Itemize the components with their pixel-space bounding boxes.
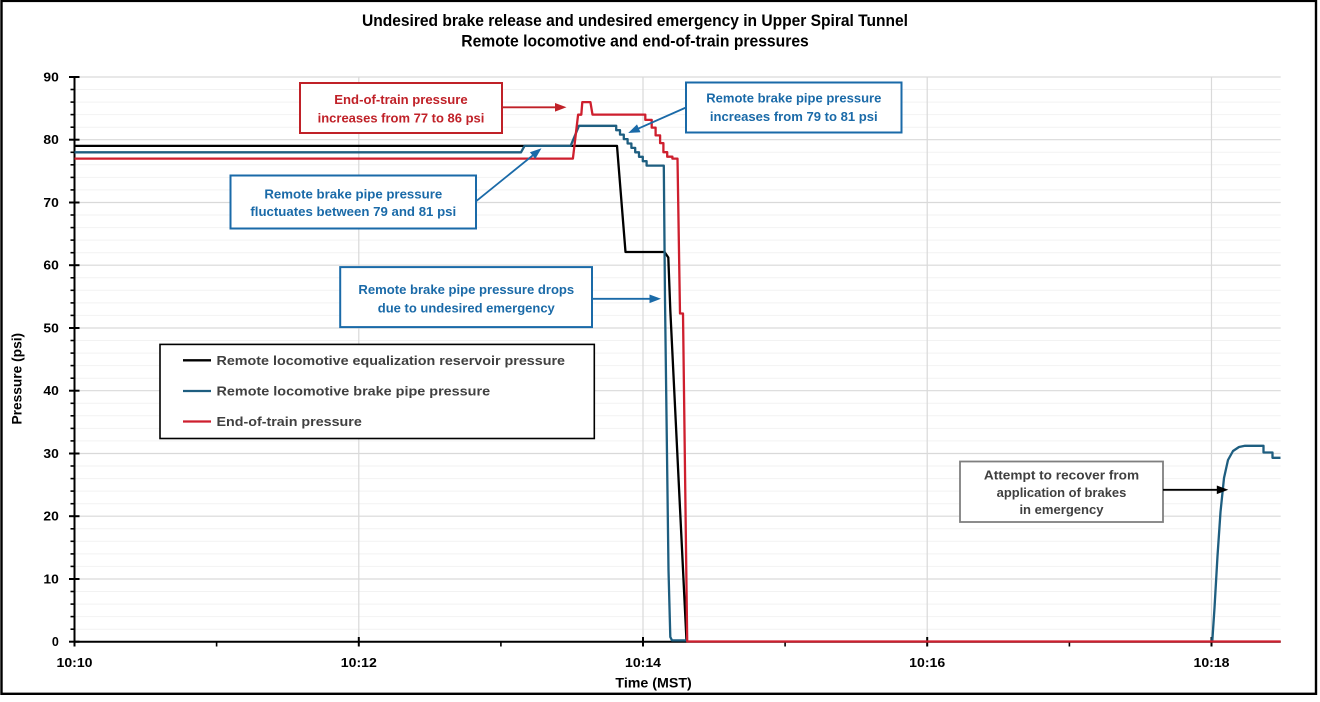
svg-text:20: 20 (43, 510, 58, 524)
svg-text:50: 50 (43, 321, 58, 335)
svg-text:30: 30 (43, 447, 58, 461)
svg-text:due to undesired emergency: due to undesired emergency (378, 301, 556, 316)
svg-text:fluctuates between 79 and 81 p: fluctuates between 79 and 81 psi (250, 204, 456, 219)
svg-text:Attempt to recover from: Attempt to recover from (984, 468, 1139, 483)
svg-text:10:18: 10:18 (1194, 656, 1230, 670)
svg-text:Remote brake pipe pressure: Remote brake pipe pressure (706, 91, 881, 106)
svg-text:End-of-train pressure: End-of-train pressure (217, 414, 362, 429)
svg-text:40: 40 (43, 384, 58, 398)
svg-text:10: 10 (43, 572, 58, 586)
svg-text:Remote locomotive equalization: Remote locomotive equalization reservoir… (217, 353, 566, 368)
svg-text:End-of-train pressure: End-of-train pressure (334, 92, 467, 107)
svg-text:application of brakes: application of brakes (997, 485, 1127, 500)
svg-text:in emergency: in emergency (1019, 502, 1104, 517)
svg-text:10:16: 10:16 (909, 656, 945, 670)
svg-text:Remote locomotive and end-of-t: Remote locomotive and end-of-train press… (461, 32, 809, 51)
svg-text:70: 70 (43, 196, 58, 210)
svg-text:90: 90 (43, 70, 58, 84)
svg-text:Pressure (psi): Pressure (psi) (10, 333, 25, 425)
svg-text:Remote brake pipe pressure dro: Remote brake pipe pressure drops (358, 282, 574, 297)
svg-text:increases from 79 to 81 psi: increases from 79 to 81 psi (710, 109, 878, 124)
svg-text:increases from 77 to 86 psi: increases from 77 to 86 psi (318, 110, 485, 125)
svg-text:Time (MST): Time (MST) (615, 676, 691, 691)
svg-text:Remote locomotive brake pipe p: Remote locomotive brake pipe pressure (217, 384, 491, 399)
svg-text:60: 60 (43, 259, 58, 273)
svg-text:10:10: 10:10 (57, 656, 93, 670)
svg-text:Remote brake pipe pressure: Remote brake pipe pressure (264, 186, 442, 201)
svg-text:10:14: 10:14 (625, 656, 661, 670)
svg-text:10:12: 10:12 (341, 656, 377, 670)
svg-text:80: 80 (43, 133, 58, 147)
svg-text:Undesired brake release and un: Undesired brake release and undesired em… (362, 11, 908, 30)
svg-text:0: 0 (52, 635, 59, 649)
